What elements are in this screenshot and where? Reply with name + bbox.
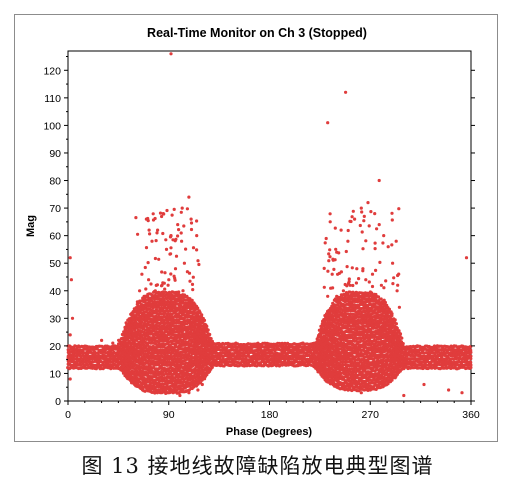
chart-svg: Real-Time Monitor on Ch 3 (Stopped) 0102… — [25, 26, 480, 438]
data-point — [393, 318, 397, 322]
data-point — [206, 328, 210, 332]
data-point — [196, 306, 200, 310]
data-point — [398, 332, 403, 336]
data-point — [390, 312, 394, 316]
data-point — [400, 336, 404, 340]
data-point — [383, 300, 387, 305]
data-point — [202, 318, 207, 322]
data-point — [205, 373, 209, 377]
data-point — [401, 342, 405, 346]
data-point — [177, 290, 181, 294]
data-point — [198, 311, 202, 315]
data-point — [205, 324, 209, 328]
data-point — [209, 337, 213, 341]
data-point — [397, 329, 401, 333]
data-point — [394, 322, 398, 326]
chart-title: Real-Time Monitor on Ch 3 (Stopped) — [147, 26, 367, 40]
data-point — [200, 313, 204, 317]
data-points — [66, 52, 473, 398]
chart-frame: Real-Time Monitor on Ch 3 (Stopped) 0 10 2… — [14, 14, 498, 442]
data-point — [203, 377, 207, 381]
